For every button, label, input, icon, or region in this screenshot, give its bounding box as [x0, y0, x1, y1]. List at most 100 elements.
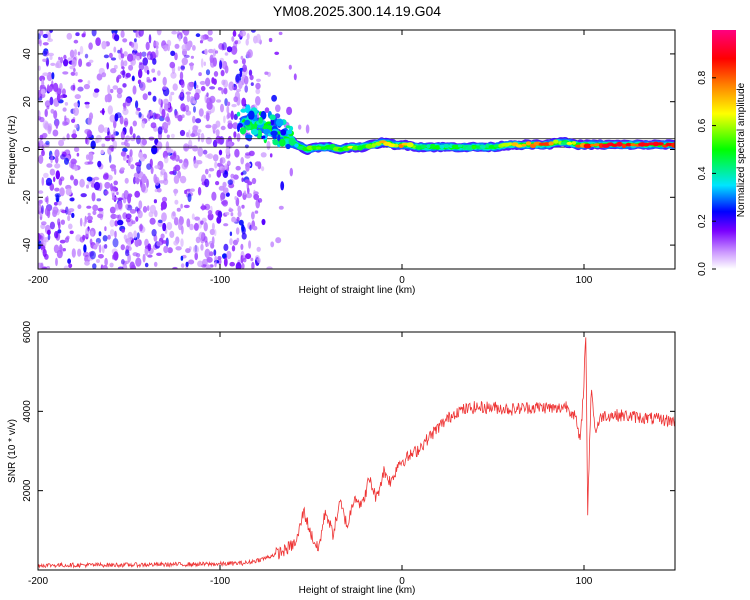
- noise-speckle: [147, 112, 154, 117]
- noise-speckle: [166, 134, 170, 139]
- noise-speckle: [61, 88, 66, 96]
- noise-speckle: [163, 156, 169, 164]
- noise-speckle: [45, 177, 53, 186]
- x-tick-label: 100: [576, 576, 593, 587]
- noise-speckle: [136, 135, 141, 145]
- noise-speckle: [85, 62, 90, 67]
- noise-speckle: [227, 141, 233, 148]
- noise-speckle: [185, 248, 191, 254]
- noise-speckle: [162, 85, 167, 90]
- noise-speckle: [59, 239, 66, 244]
- noise-speckle: [73, 39, 79, 44]
- y-tick-label: 40: [22, 48, 33, 60]
- noise-speckle: [64, 102, 69, 106]
- noise-speckle: [146, 69, 150, 75]
- noise-speckle: [152, 77, 157, 82]
- noise-speckle: [266, 140, 271, 150]
- noise-speckle: [86, 215, 93, 221]
- noise-speckle: [73, 178, 79, 186]
- noise-speckle: [255, 255, 260, 261]
- noise-speckle: [224, 163, 228, 170]
- noise-speckle: [66, 235, 70, 240]
- noise-speckle: [161, 212, 167, 222]
- noise-speckle: [174, 164, 181, 172]
- noise-speckle: [59, 187, 65, 197]
- noise-speckle: [88, 42, 93, 50]
- noise-speckle: [161, 240, 167, 244]
- noise-speckle: [195, 132, 201, 136]
- noise-speckle: [119, 115, 124, 125]
- signal-blob: [571, 141, 577, 145]
- noise-speckle: [38, 65, 41, 71]
- noise-speckle: [109, 164, 116, 170]
- signal-blob: [426, 144, 431, 149]
- noise-speckle: [44, 207, 51, 217]
- noise-speckle: [205, 264, 211, 269]
- noise-speckle: [274, 51, 280, 55]
- noise-speckle: [211, 236, 215, 246]
- noise-speckle: [231, 245, 236, 252]
- signal-blob: [434, 145, 441, 150]
- spectrogram-marks: [38, 30, 675, 269]
- noise-speckle: [186, 93, 191, 103]
- noise-speckle: [213, 249, 217, 256]
- noise-speckle: [94, 88, 100, 93]
- noise-speckle: [101, 143, 106, 147]
- noise-speckle: [49, 55, 53, 60]
- noise-speckle: [185, 91, 191, 95]
- noise-speckle: [212, 154, 219, 162]
- noise-speckle: [251, 261, 255, 269]
- noise-speckle: [102, 235, 108, 242]
- noise-speckle: [157, 70, 161, 76]
- noise-speckle: [42, 42, 49, 46]
- noise-speckle: [42, 33, 49, 39]
- noise-speckle: [147, 254, 153, 258]
- noise-speckle: [138, 30, 144, 37]
- noise-speckle: [123, 234, 128, 240]
- noise-speckle: [110, 213, 117, 220]
- noise-speckle: [46, 59, 49, 67]
- noise-speckle: [75, 32, 80, 37]
- noise-speckle: [244, 144, 249, 149]
- noise-speckle: [135, 206, 139, 212]
- noise-speckle: [235, 262, 242, 269]
- noise-speckle: [55, 257, 58, 267]
- snr-x-ticks: -200 -100 0 100: [28, 332, 593, 587]
- noise-speckle: [226, 105, 230, 114]
- noise-speckle: [55, 120, 59, 129]
- noise-speckle: [255, 82, 261, 90]
- signal-blob: [288, 137, 296, 146]
- noise-speckle: [83, 221, 86, 227]
- noise-speckle: [170, 50, 176, 56]
- noise-speckle: [222, 181, 227, 188]
- noise-speckle: [209, 86, 216, 90]
- noise-speckle: [44, 122, 50, 131]
- signal-blob: [593, 143, 600, 147]
- noise-speckle: [241, 177, 244, 183]
- noise-speckle: [62, 121, 69, 126]
- noise-speckle: [116, 191, 119, 196]
- noise-speckle: [135, 110, 140, 116]
- noise-speckle: [133, 230, 138, 239]
- noise-speckle: [146, 205, 150, 212]
- noise-speckle: [157, 126, 163, 135]
- noise-speckle: [74, 94, 82, 100]
- noise-speckle: [229, 238, 233, 246]
- noise-speckle: [117, 197, 123, 201]
- y-tick-label: 20: [22, 96, 33, 108]
- noise-speckle: [132, 252, 139, 257]
- noise-speckle: [79, 45, 84, 55]
- noise-speckle: [234, 196, 237, 201]
- noise-speckle: [261, 218, 266, 226]
- noise-speckle: [257, 161, 262, 170]
- noise-speckle: [38, 89, 41, 99]
- noise-speckle: [227, 112, 231, 119]
- noise-speckle: [88, 59, 94, 63]
- noise-speckle: [66, 133, 70, 140]
- noise-speckle: [63, 265, 69, 269]
- noise-speckle: [116, 93, 122, 99]
- noise-speckle: [246, 33, 250, 40]
- noise-speckle: [184, 189, 188, 195]
- noise-speckle: [192, 100, 197, 105]
- noise-speckle: [125, 213, 132, 219]
